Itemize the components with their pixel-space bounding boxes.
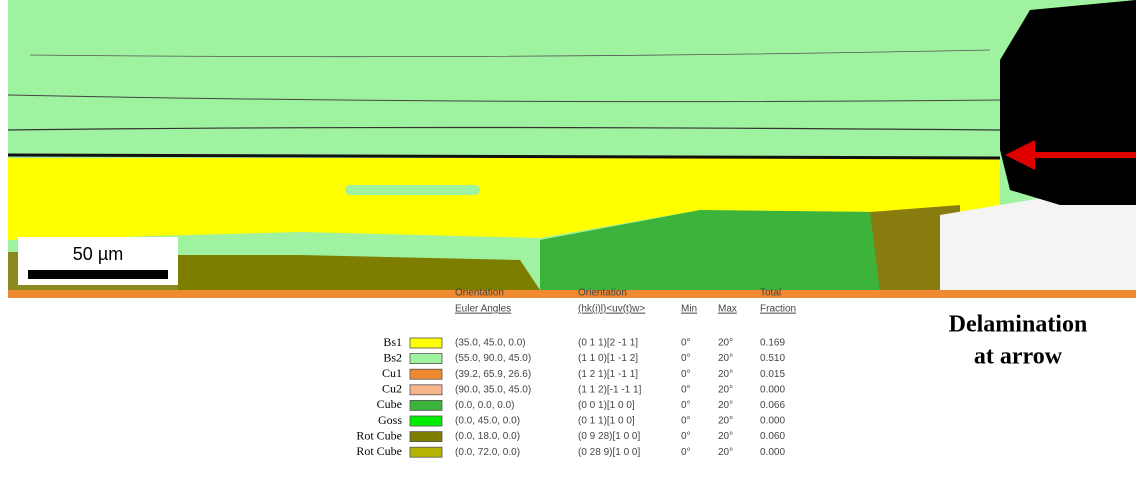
ebsd-map: 50 µm xyxy=(7,0,1136,298)
row-name: Cube xyxy=(377,397,402,411)
cell: (0 28 9)[1 0 0] xyxy=(578,447,640,458)
cell: (0.0, 18.0, 0.0) xyxy=(455,431,520,442)
color-swatch xyxy=(409,431,443,443)
cell: 0.066 xyxy=(760,400,785,411)
cell: 0.000 xyxy=(760,384,785,395)
cell: (0.0, 45.0, 0.0) xyxy=(455,416,520,427)
cell: 0° xyxy=(681,369,691,380)
cell: 0.000 xyxy=(760,416,785,427)
annotation: Delamination xyxy=(949,312,1088,338)
cell: 20° xyxy=(718,353,733,364)
color-swatch xyxy=(409,368,443,380)
row-name: Cu1 xyxy=(382,366,402,380)
column-header: Total xyxy=(760,288,781,299)
row-name: Bs2 xyxy=(383,350,402,364)
row-name: Cu2 xyxy=(382,382,402,396)
cell: 0° xyxy=(681,416,691,427)
row-name: Rot Cube xyxy=(356,428,402,442)
color-swatch xyxy=(409,337,443,349)
cell: 0° xyxy=(681,353,691,364)
cell: 20° xyxy=(718,447,733,458)
color-swatch xyxy=(409,353,443,365)
legend-table: Orientation Euler Angles Orientation (hk(i)… xyxy=(356,288,796,458)
color-swatch xyxy=(409,399,443,411)
row-name: Bs1 xyxy=(383,335,402,349)
cell: 20° xyxy=(718,431,733,442)
cell: 0° xyxy=(681,384,691,395)
cell: 0.000 xyxy=(760,447,785,458)
cell: 0° xyxy=(681,431,691,442)
cell: (0 1 1)[2 -1 1] xyxy=(578,338,638,349)
cell: (39.2, 65.9, 26.6) xyxy=(455,369,531,380)
cell: 20° xyxy=(718,416,733,427)
cell: (0 9 28)[1 0 0] xyxy=(578,431,640,442)
column-header: (hk(i)l)<uv(t)w> xyxy=(578,304,645,315)
row-name: Goss xyxy=(378,413,402,427)
column-header: Orientation xyxy=(578,288,627,299)
cell: (55.0, 90.0, 45.0) xyxy=(455,353,531,364)
column-header: Min xyxy=(681,304,697,315)
column-header: Orientation xyxy=(455,288,504,299)
cell: 0° xyxy=(681,447,691,458)
color-swatch xyxy=(409,446,443,458)
cell: (0 1 1)[1 0 0] xyxy=(578,416,635,427)
cell: (1 2 1)[1 -1 1] xyxy=(578,369,638,380)
column-header: Fraction xyxy=(760,304,796,315)
row-name: Rot Cube xyxy=(356,444,402,458)
cell: (90.0, 35.0, 45.0) xyxy=(455,384,531,395)
cell: 0° xyxy=(681,400,691,411)
cell: 20° xyxy=(718,384,733,395)
annotation: at arrow xyxy=(974,344,1063,370)
cell: (0.0, 72.0, 0.0) xyxy=(455,447,520,458)
cell: 20° xyxy=(718,369,733,380)
column-header: Euler Angles xyxy=(455,304,511,315)
cell: 0.015 xyxy=(760,369,785,380)
scale-bar-label: 50 µm xyxy=(73,244,123,264)
color-swatch xyxy=(409,384,443,396)
cell: (35.0, 45.0, 0.0) xyxy=(455,338,526,349)
cell: 0.169 xyxy=(760,338,785,349)
cell: 20° xyxy=(718,400,733,411)
cell: (1 1 2)[-1 -1 1] xyxy=(578,384,642,395)
cell: 0.060 xyxy=(760,431,785,442)
column-header: Max xyxy=(718,304,737,315)
cell: 20° xyxy=(718,338,733,349)
cell: (0.0, 0.0, 0.0) xyxy=(455,400,514,411)
cell: 0.510 xyxy=(760,353,785,364)
cell: (0 0 1)[1 0 0] xyxy=(578,400,635,411)
cell: 0° xyxy=(681,338,691,349)
cell: (1 1 0)[1 -1 2] xyxy=(578,353,638,364)
color-swatch xyxy=(409,415,443,427)
